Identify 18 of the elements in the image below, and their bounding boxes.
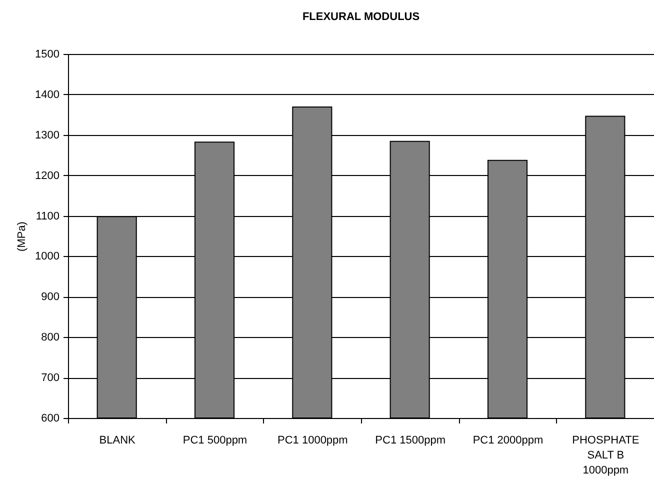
y-tick-label: 1400	[35, 88, 60, 101]
y-tick-label: 800	[41, 332, 60, 344]
x-tick-label: PC1 1500ppm	[375, 434, 446, 446]
x-tick-label: BLANK	[99, 434, 136, 446]
y-tick-label: 1300	[35, 129, 60, 142]
x-tick-label: PC1 1000ppm	[278, 434, 348, 446]
y-tick-label: 900	[41, 291, 60, 304]
y-tick-label: 700	[41, 372, 60, 384]
y-tick-label: 1200	[35, 170, 60, 182]
x-tick-label: PHOSPHATE SALT B 1000ppm	[572, 434, 640, 476]
y-tick-label: 1100	[36, 210, 60, 222]
x-tick-label: PC1 2000ppm	[472, 434, 544, 446]
y-tick-label: 600	[41, 412, 60, 424]
y-axis-title: (MPa)	[16, 222, 28, 252]
y-tick-label: 1000	[35, 250, 60, 263]
chart-title: FLEXURAL MODULUS	[302, 11, 420, 23]
y-tick-label: 1500	[35, 48, 60, 60]
x-tick-label: PC1 500ppm	[182, 434, 248, 446]
